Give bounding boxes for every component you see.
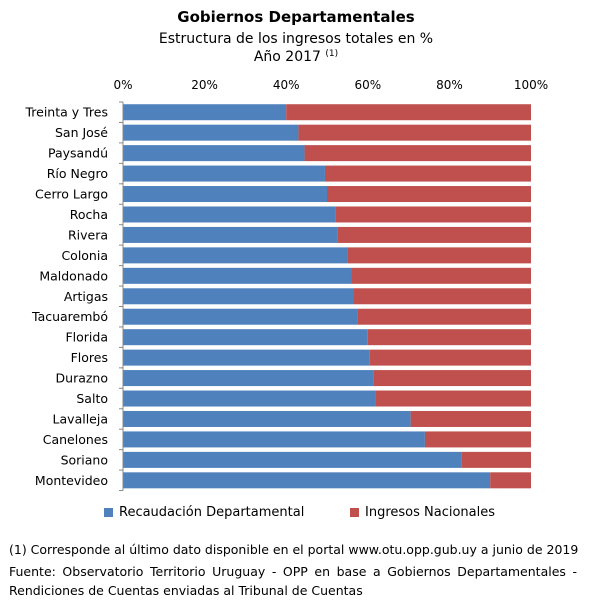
bar-segment (123, 390, 376, 407)
footnote-source-line-1: Fuente: Observatorio Territorio Uruguay … (9, 564, 577, 579)
year-footnote-ref: (1) (325, 49, 339, 59)
legend-label-recaudacion: Recaudación Departamental (119, 505, 305, 520)
bar-segment (304, 145, 531, 162)
category-label: Tacuarembó (31, 309, 108, 324)
bar-segment (327, 186, 531, 203)
bar-segment (367, 329, 531, 346)
legend-item-recaudacion: Recaudación Departamental (104, 505, 304, 520)
chart-title: Gobiernos Departamentales (177, 8, 415, 26)
bar-segment (123, 206, 336, 223)
bar-segment (123, 288, 354, 305)
bar-chart: 0% 20% 40% 60% 80% 100% Treinta y Tres San José… (24, 78, 548, 492)
category-label: Salto (76, 391, 108, 406)
category-label: Montevideo (35, 473, 108, 488)
bar-segment (373, 370, 531, 387)
bar-segment (123, 349, 370, 366)
bar-segment (410, 410, 531, 427)
bar-segment (461, 451, 531, 468)
bar-segment (357, 308, 531, 325)
bar-segment (351, 267, 531, 284)
bar-segment (298, 124, 531, 141)
x-tick-label: 80% (436, 78, 463, 92)
bar-segment (123, 451, 462, 468)
category-label: Flores (71, 350, 108, 365)
category-label: Soriano (61, 452, 108, 467)
bar-segment (123, 472, 491, 489)
bar-segment (123, 410, 411, 427)
legend-swatch-recaudacion (104, 508, 113, 517)
bar-segment (347, 247, 531, 264)
bar-segment (123, 145, 305, 162)
bar-segment (123, 267, 352, 284)
chart-subtitle: Estructura de los ingresos totales en % (158, 31, 434, 47)
bar-segment (337, 226, 531, 243)
footnote-source-line-2: Rendiciones de Cuentas enviadas al Tribu… (9, 583, 363, 598)
category-label: Florida (65, 330, 108, 345)
bar-segment (123, 370, 374, 387)
category-label: Lavalleja (53, 411, 108, 426)
x-tick-label: 40% (273, 78, 300, 92)
category-label: Río Negro (47, 166, 108, 181)
bar-segment (123, 226, 338, 243)
footnote-note: (1) Corresponde al último dato disponibl… (9, 542, 579, 557)
bar-segment (123, 165, 325, 182)
category-label: Paysandú (48, 146, 108, 161)
chart-year: Año 2017 (1) (0, 49, 592, 65)
legend-item-ingresos: Ingresos Nacionales (350, 505, 495, 520)
category-label: Treinta y Tres (24, 105, 108, 120)
bar-segment (123, 124, 299, 141)
category-label: Rivera (68, 227, 108, 242)
bar-segment (123, 308, 358, 325)
category-label: Rocha (70, 207, 108, 222)
bar-segment (490, 472, 531, 489)
bar-segment (335, 206, 531, 223)
x-tick-label: 100% (514, 78, 548, 92)
legend-swatch-ingresos (350, 508, 359, 517)
bar-segment (375, 390, 531, 407)
bar-segment (123, 329, 368, 346)
category-label: Artigas (64, 289, 108, 304)
category-label: Canelones (43, 432, 108, 447)
bar-segment (369, 349, 531, 366)
bar-segment (123, 431, 425, 448)
bar-segment (123, 104, 287, 121)
bar-segment (324, 165, 531, 182)
x-tick-label: 0% (113, 78, 132, 92)
x-tick-label: 60% (354, 78, 381, 92)
category-label: Maldonado (39, 268, 108, 283)
x-tick-label: 20% (191, 78, 218, 92)
bar-segment (123, 247, 348, 264)
bar-segment (424, 431, 531, 448)
category-label: Colonia (61, 248, 108, 263)
bar-segment (353, 288, 531, 305)
legend-label-ingresos: Ingresos Nacionales (365, 505, 496, 520)
bar-segment (123, 186, 327, 203)
category-label: Cerro Largo (35, 187, 108, 202)
bar-segment (286, 104, 531, 121)
category-label: Durazno (56, 371, 108, 386)
category-label: San José (55, 125, 108, 140)
year-label: Año 2017 (253, 49, 321, 65)
